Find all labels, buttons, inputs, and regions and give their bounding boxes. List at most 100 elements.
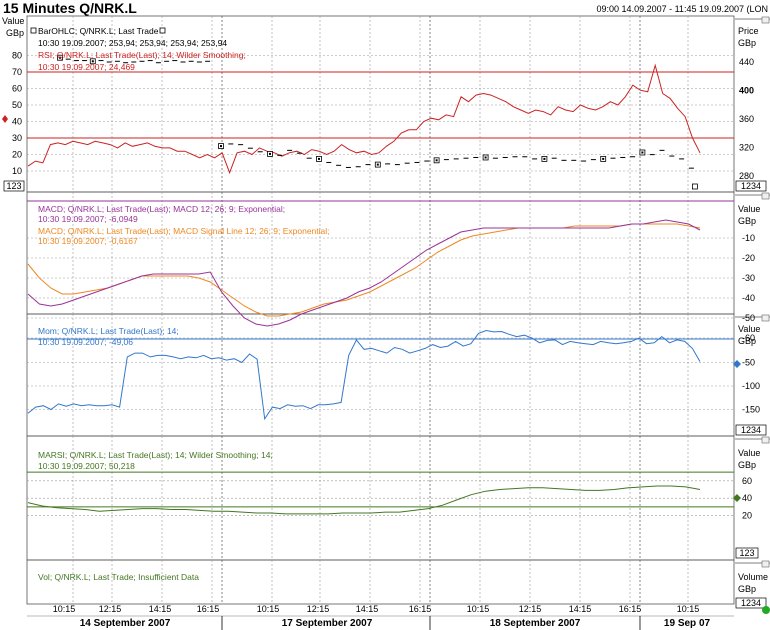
marsi-line bbox=[27, 485, 701, 515]
right-tick-label: 320 bbox=[739, 143, 754, 153]
vol-badge: 1234 bbox=[741, 598, 761, 608]
marsi-axis-title: Value bbox=[738, 448, 760, 458]
day-label: 19 Sep 07 bbox=[664, 618, 711, 629]
ohlc-legend-values: 10:30 19.09.2007; 253,94; 253,94; 253,94… bbox=[38, 38, 227, 48]
vol-legend-text: Vol; Q/NRK.L; Last Trade; Insufficient D… bbox=[38, 572, 199, 582]
vol-axis-title: Volume bbox=[738, 572, 768, 582]
panel-resize-handle bbox=[761, 314, 770, 322]
left-axis-title: Value bbox=[2, 16, 24, 26]
right-tick-label: 280 bbox=[739, 171, 754, 181]
rsi-line bbox=[27, 63, 701, 175]
x-tick-label: 14:15 bbox=[149, 604, 172, 614]
marsi-tick-label: 40 bbox=[742, 493, 752, 503]
day-label: 17 September 2007 bbox=[282, 618, 373, 629]
price-marker-dot bbox=[318, 157, 320, 160]
mom-legend-text: Mom; Q/NRK.L; Last Trade(Last); 14; bbox=[38, 326, 179, 336]
x-tick-label: 14:15 bbox=[569, 604, 592, 614]
x-tick-label: 14:15 bbox=[356, 604, 379, 614]
left-tick-label: 50 bbox=[12, 100, 22, 110]
mom-line bbox=[27, 329, 701, 421]
price-marker-dot bbox=[484, 156, 487, 159]
marsi-legend-values: 10:30 19.09.2007; 50,218 bbox=[38, 461, 135, 471]
rsi-legend-text: RSI; Q/NRK.L; Last Trade(Last); 14; Wild… bbox=[38, 50, 246, 60]
marsi-badge-box bbox=[735, 547, 759, 559]
x-tick-label: 10:15 bbox=[467, 604, 490, 614]
panel-resize-handle bbox=[761, 436, 770, 444]
macd-tick-label: -50 bbox=[742, 313, 755, 323]
price-marker-dot bbox=[602, 157, 605, 160]
mom-tick-label: -50 bbox=[742, 358, 755, 368]
left-tick-label: 80 bbox=[12, 51, 22, 61]
rsi-marker-left bbox=[2, 115, 8, 123]
x-tick-label: 16:15 bbox=[409, 604, 432, 614]
macd-axis-title: Value bbox=[738, 204, 760, 214]
macd-axis-unit: GBp bbox=[738, 216, 756, 226]
macd-legend-values: 10:30 19.09.2007; -6,0949 bbox=[38, 214, 138, 224]
right-axis-title: Price bbox=[738, 26, 759, 36]
macd-tick-label: -10 bbox=[742, 233, 755, 243]
price-marker-dot bbox=[220, 145, 222, 148]
right-badge: 1234 bbox=[741, 181, 761, 191]
left-badge: 123 bbox=[6, 181, 21, 191]
right-tick-label: 360 bbox=[739, 114, 754, 124]
x-tick-label: 10:15 bbox=[53, 604, 76, 614]
panel-resize-handle bbox=[761, 16, 770, 24]
vol-axis-unit: GBp bbox=[738, 584, 756, 594]
panel-resize-handle bbox=[761, 192, 770, 200]
left-tick-label: 30 bbox=[12, 133, 22, 143]
right-axis-unit: GBp bbox=[738, 38, 756, 48]
panel-resize-handle bbox=[761, 560, 770, 568]
panel-frame bbox=[26, 559, 735, 605]
macd-tick-label: -40 bbox=[742, 293, 755, 303]
marsi-legend-text: MARSI; Q/NRK.L; Last Trade(Last); 14; Wi… bbox=[38, 450, 273, 460]
signal-legend-values: 10:30 19.09.2007; -0,6167 bbox=[38, 236, 138, 246]
x-tick-label: 16:15 bbox=[619, 604, 642, 614]
mom-badge: 1234 bbox=[741, 425, 761, 435]
mom-badge-box bbox=[735, 424, 767, 436]
price-marker-dot bbox=[376, 163, 379, 166]
marsi-badge: 123 bbox=[739, 548, 754, 558]
left-tick-label: 40 bbox=[12, 117, 22, 127]
day-label: 14 September 2007 bbox=[80, 618, 171, 629]
x-tick-label: 12:15 bbox=[307, 604, 330, 614]
marsi-tick-label: 20 bbox=[742, 511, 752, 521]
ohlc-legend-text: BarOHLC; Q/NRK.L; Last Trade bbox=[38, 26, 159, 36]
marsi-axis-unit: GBp bbox=[738, 460, 756, 470]
macd-tick-label: -20 bbox=[742, 253, 755, 263]
price-marker-dot bbox=[269, 152, 271, 155]
price-marker-dot bbox=[641, 151, 644, 154]
mom-tick-label: -100 bbox=[742, 381, 760, 391]
macd-tick-label: -30 bbox=[742, 273, 755, 283]
chart-title: 15 Minutes Q/NRK.L bbox=[3, 0, 137, 16]
x-tick-label: 12:15 bbox=[99, 604, 122, 614]
left-tick-label: 70 bbox=[12, 67, 22, 77]
left-tick-label: 20 bbox=[12, 150, 22, 160]
day-label: 18 September 2007 bbox=[490, 618, 581, 629]
macd-legend-text: MACD; Q/NRK.L; Last Trade(Last); MACD 12… bbox=[38, 204, 285, 214]
price-marker-dot bbox=[543, 157, 546, 160]
price-marker-dot bbox=[91, 60, 94, 63]
price-marker-dot bbox=[435, 159, 438, 162]
last-price-marker bbox=[692, 183, 698, 190]
x-tick-label: 10:15 bbox=[677, 604, 700, 614]
marsi-tick-label: 60 bbox=[742, 476, 752, 486]
marsi-marker bbox=[733, 494, 741, 502]
mom-legend-values: 10:30 19.09.2007; -49,06 bbox=[38, 337, 133, 347]
rsi-legend-values: 10:30 19.09.2007; 24,469 bbox=[38, 62, 135, 72]
x-tick-label: 16:15 bbox=[197, 604, 220, 614]
left-tick-label: 10 bbox=[12, 166, 22, 176]
x-tick-label: 10:15 bbox=[257, 604, 280, 614]
right-tick-label: 400 bbox=[739, 86, 754, 96]
price-marker-dot bbox=[59, 56, 61, 59]
left-badge-box bbox=[3, 180, 25, 192]
ohlc-legend-icon-2 bbox=[159, 27, 166, 34]
vol-badge-box bbox=[735, 597, 767, 609]
mom-axis-title: Value bbox=[738, 324, 760, 334]
date-range: 09:00 14.09.2007 - 11:45 19.09.2007 (LON bbox=[596, 4, 768, 14]
left-axis-unit: GBp bbox=[6, 28, 24, 38]
right-tick-label: 440 bbox=[739, 57, 754, 67]
status-dot bbox=[762, 606, 770, 614]
ohlc-legend-icon bbox=[30, 27, 37, 34]
x-tick-label: 12:15 bbox=[519, 604, 542, 614]
